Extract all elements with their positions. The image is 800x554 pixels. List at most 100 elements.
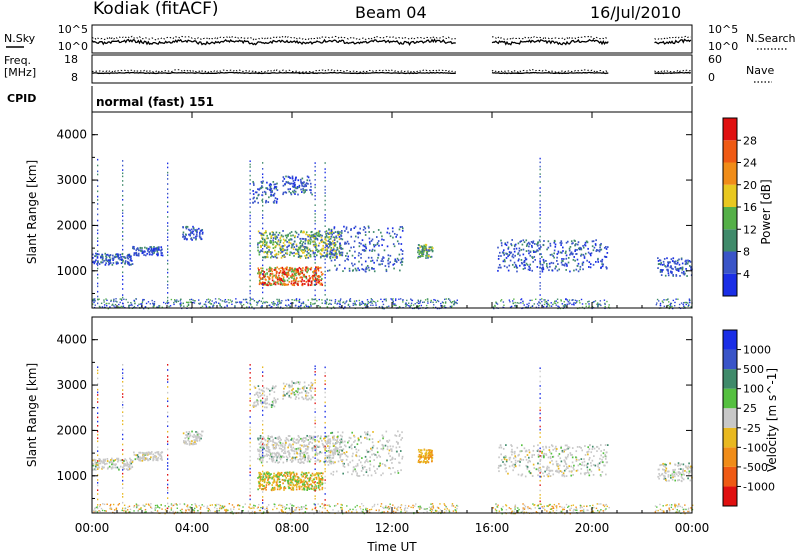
range-cell (103, 304, 106, 306)
range-cell (187, 303, 190, 305)
range-cell (663, 263, 665, 266)
range-cell (533, 255, 536, 258)
range-cell (354, 257, 356, 259)
range-cell (350, 229, 352, 231)
range-cell (167, 301, 170, 304)
range-cell (122, 244, 124, 247)
range-cell (566, 303, 568, 306)
range-cell (328, 243, 330, 245)
range-cell (281, 300, 283, 302)
range-cell (381, 235, 383, 238)
range-cell (573, 302, 575, 304)
range-cell (338, 250, 340, 253)
range-cell (370, 300, 372, 303)
range-cell (332, 438, 335, 441)
range-cell (295, 480, 297, 482)
range-cell (333, 254, 336, 257)
range-cell (327, 450, 330, 453)
range-cell (569, 270, 571, 273)
range-cell (298, 436, 300, 439)
range-cell (274, 246, 277, 248)
range-cell (313, 237, 315, 239)
range-cell (142, 458, 144, 460)
range-cell (397, 441, 399, 444)
range-cell (129, 461, 131, 464)
range-cell (266, 272, 268, 274)
range-cell (122, 305, 125, 307)
range-cell (135, 253, 138, 255)
range-cell (371, 267, 373, 270)
nave-label: Nave (746, 64, 774, 77)
range-cell (308, 179, 311, 182)
range-cell (274, 437, 277, 440)
range-cell (539, 288, 541, 290)
range-cell (323, 437, 325, 440)
range-cell (315, 247, 317, 249)
range-cell (275, 201, 278, 204)
range-cell (167, 216, 169, 218)
range-cell (321, 486, 324, 489)
range-cell (275, 244, 277, 247)
range-cell (358, 260, 360, 263)
range-cell (504, 464, 507, 466)
search-noise-trace (91, 35, 692, 41)
range-cell (149, 303, 152, 305)
range-cell (498, 456, 500, 459)
range-cell (119, 465, 122, 468)
range-cell (249, 225, 251, 228)
range-cell (325, 245, 328, 248)
range-cell (127, 257, 130, 260)
range-cell (373, 270, 376, 273)
range-cell (376, 468, 379, 470)
range-cell (687, 302, 689, 304)
range-cell (264, 454, 266, 457)
range-cell (582, 244, 584, 247)
range-cell (324, 270, 326, 273)
range-cell (303, 185, 306, 188)
range-cell (272, 446, 275, 448)
range-cell (196, 434, 199, 437)
range-cell (390, 473, 392, 475)
power-y-tick-label: 4000 (56, 128, 87, 142)
range-cell (341, 449, 344, 452)
range-cell (588, 266, 590, 268)
range-cell (378, 306, 381, 308)
range-cell (316, 266, 318, 269)
range-cell (366, 432, 368, 434)
range-cell (285, 383, 288, 386)
range-cell (384, 444, 387, 447)
range-cell (309, 236, 312, 239)
range-cell (305, 280, 308, 283)
range-cell (297, 387, 299, 390)
range-cell (180, 304, 183, 306)
range-cell (263, 390, 265, 393)
range-cell (386, 245, 389, 248)
range-cell (303, 480, 305, 483)
range-cell (283, 473, 285, 476)
range-cell (293, 246, 296, 249)
range-cell (689, 260, 692, 263)
range-cell (334, 299, 337, 301)
range-cell (533, 303, 536, 305)
range-cell (257, 243, 259, 246)
range-cell (537, 444, 539, 447)
range-cell (294, 186, 296, 189)
range-cell (269, 273, 272, 275)
range-cell (282, 382, 285, 385)
range-cell (500, 299, 503, 301)
range-cell (332, 253, 334, 256)
range-cell (422, 456, 424, 458)
range-cell (417, 455, 420, 458)
range-cell (122, 222, 124, 225)
range-cell (560, 261, 563, 264)
range-cell (287, 304, 290, 306)
range-cell (278, 440, 280, 443)
range-cell (266, 398, 268, 400)
range-cell (234, 305, 236, 307)
range-cell (314, 460, 317, 463)
range-cell (324, 458, 326, 460)
range-cell (259, 441, 262, 444)
range-cell (271, 255, 273, 258)
range-cell (293, 181, 296, 184)
range-cell (98, 458, 100, 460)
